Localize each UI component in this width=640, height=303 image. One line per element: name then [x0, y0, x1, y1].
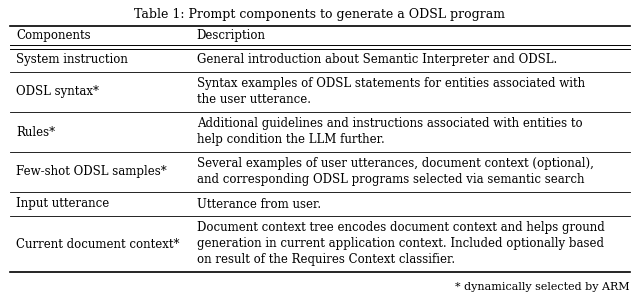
Text: on result of the Requires Context classifier.: on result of the Requires Context classi…: [197, 253, 455, 266]
Text: generation in current application context. Included optionally based: generation in current application contex…: [197, 237, 604, 250]
Text: Input utterance: Input utterance: [16, 198, 109, 211]
Text: Description: Description: [197, 29, 266, 42]
Text: Rules*: Rules*: [16, 125, 55, 138]
Text: and corresponding ODSL programs selected via semantic search: and corresponding ODSL programs selected…: [197, 173, 584, 186]
Text: Syntax examples of ODSL statements for entities associated with: Syntax examples of ODSL statements for e…: [197, 77, 585, 90]
Text: Current document context*: Current document context*: [16, 238, 179, 251]
Text: Few-shot ODSL samples*: Few-shot ODSL samples*: [16, 165, 167, 178]
Text: help condition the LLM further.: help condition the LLM further.: [197, 133, 385, 146]
Text: * dynamically selected by ARM: * dynamically selected by ARM: [456, 282, 630, 292]
Text: Several examples of user utterances, document context (optional),: Several examples of user utterances, doc…: [197, 157, 594, 170]
Text: the user utterance.: the user utterance.: [197, 93, 311, 106]
Text: Table 1: Prompt components to generate a ODSL program: Table 1: Prompt components to generate a…: [134, 8, 506, 21]
Text: Utterance from user.: Utterance from user.: [197, 198, 321, 211]
Text: Document context tree encodes document context and helps ground: Document context tree encodes document c…: [197, 221, 605, 234]
Text: General introduction about Semantic Interpreter and ODSL.: General introduction about Semantic Inte…: [197, 54, 557, 66]
Text: System instruction: System instruction: [16, 54, 128, 66]
Text: ODSL syntax*: ODSL syntax*: [16, 85, 99, 98]
Text: Components: Components: [16, 29, 91, 42]
Text: Additional guidelines and instructions associated with entities to: Additional guidelines and instructions a…: [197, 117, 582, 130]
